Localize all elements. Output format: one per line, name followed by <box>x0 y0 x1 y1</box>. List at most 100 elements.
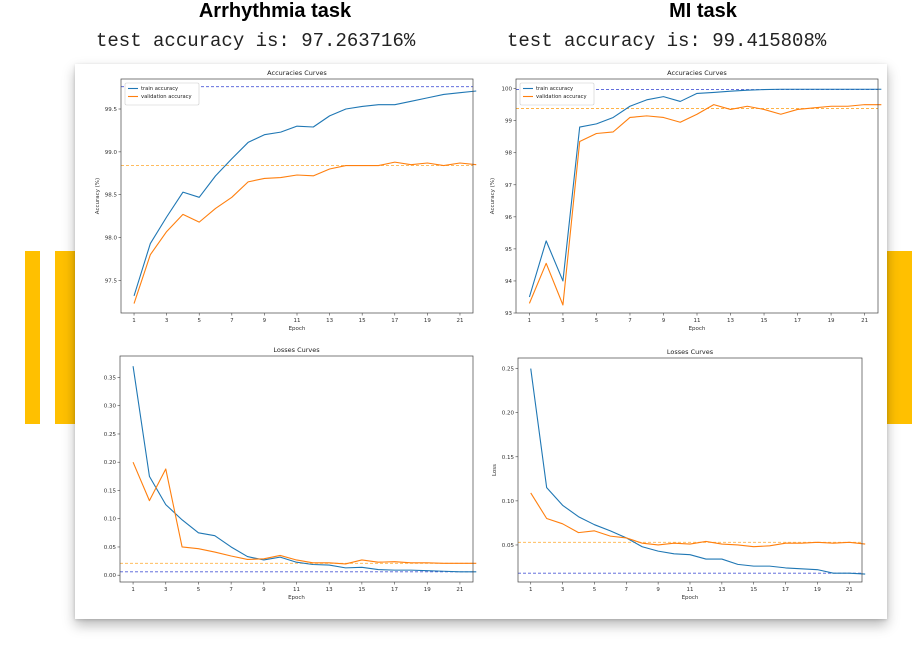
y-tick-label: 0.05 <box>502 543 515 549</box>
mi-accuracy-chart: Accuracies Curves 1 3 5 7 9 11 13 15 17 19 21 93 94 95… <box>485 64 887 340</box>
x-tick-label: 21 <box>861 318 868 324</box>
x-tick-label: 19 <box>424 587 431 593</box>
y-tick-label: 98.0 <box>105 236 118 242</box>
y-tick-label: 93 <box>505 311 512 317</box>
x-tick-label: 5 <box>593 587 597 593</box>
accent-bar-left-outer <box>25 251 40 424</box>
x-tick-label: 15 <box>761 318 768 324</box>
legend-box <box>124 82 200 106</box>
series-line-0 <box>132 366 477 573</box>
x-tick-label: 13 <box>727 318 734 324</box>
x-tick-label: 15 <box>359 318 366 324</box>
x-tick-label: 3 <box>164 587 168 593</box>
axes-frame <box>119 355 474 583</box>
mi-task-title: MI task <box>669 0 737 22</box>
series-line-1 <box>133 161 477 304</box>
x-tick-label: 1 <box>132 318 136 324</box>
y-tick-label: 99.0 <box>105 150 118 156</box>
y-tick-label: 0.10 <box>104 517 117 523</box>
x-tick-label: 7 <box>229 587 233 593</box>
legend-entry: train accuracy <box>141 86 178 92</box>
legend-entry: validation accuracy <box>536 94 587 100</box>
mi-loss-chart: Losses Curves 1 3 5 7 9 11 13 15 17 19 21 0.05 0.10 0.… <box>485 340 887 619</box>
axes-frame <box>517 357 863 583</box>
x-tick-label: 13 <box>326 318 333 324</box>
x-tick-label: 3 <box>165 318 169 324</box>
y-tick-label: 94 <box>505 279 512 285</box>
x-tick-label: 17 <box>782 587 789 593</box>
arrhythmia-accuracy-chart: Accuracies Curves 1 3 5 7 9 11 13 15 17 19 21 97.5 98… <box>75 64 485 340</box>
y-tick-label: 0.20 <box>502 411 515 417</box>
accent-bar-left-inner <box>55 251 75 424</box>
axes-frame <box>120 78 474 314</box>
x-tick-label: 11 <box>293 587 300 593</box>
x-axis-label: Epoch <box>289 326 306 332</box>
x-tick-label: 5 <box>197 587 201 593</box>
y-tick-label: 0.30 <box>104 404 117 410</box>
y-tick-label: 97.5 <box>105 278 118 284</box>
y-tick-label: 95 <box>505 247 512 253</box>
x-tick-label: 15 <box>750 587 757 593</box>
x-tick-label: 9 <box>262 587 266 593</box>
x-tick-label: 7 <box>628 318 632 324</box>
y-tick-label: 96 <box>505 215 512 221</box>
chart-title: Losses Curves <box>667 348 714 356</box>
y-tick-label: 0.35 <box>104 375 117 381</box>
arrhythmia-test-accuracy: test accuracy is: 97.263716% <box>96 30 416 52</box>
x-tick-label: 1 <box>529 587 533 593</box>
y-tick-label: 0.10 <box>502 499 515 505</box>
x-tick-label: 17 <box>391 587 398 593</box>
series-line-1 <box>132 462 477 565</box>
series-line-1 <box>528 104 882 306</box>
x-tick-label: 11 <box>294 318 301 324</box>
series-line-0 <box>133 90 477 297</box>
x-axis-label: Epoch <box>682 595 699 601</box>
arrhythmia-loss-chart: Losses Curves 1 3 5 7 9 11 13 15 17 19 21 0.00 0.05 0.… <box>75 340 485 619</box>
x-axis-label: Epoch <box>689 326 706 332</box>
y-axis-label: Loss <box>492 464 498 476</box>
x-tick-label: 9 <box>656 587 660 593</box>
x-tick-label: 13 <box>326 587 333 593</box>
x-tick-label: 21 <box>846 587 853 593</box>
y-tick-label: 100 <box>502 87 513 93</box>
x-axis-label: Epoch <box>288 595 305 601</box>
x-tick-label: 17 <box>794 318 801 324</box>
x-tick-label: 19 <box>424 318 431 324</box>
chart-title: Accuracies Curves <box>667 69 727 77</box>
arrhythmia-task-title: Arrhythmia task <box>198 0 352 22</box>
x-tick-label: 17 <box>391 318 398 324</box>
y-tick-label: 0.00 <box>104 573 117 579</box>
x-tick-label: 19 <box>828 318 835 324</box>
x-tick-label: 7 <box>625 587 629 593</box>
series-line-0 <box>530 368 866 575</box>
x-tick-label: 11 <box>694 318 701 324</box>
legend-entry: validation accuracy <box>141 94 192 100</box>
y-tick-label: 99.5 <box>105 107 118 113</box>
y-tick-label: 0.05 <box>104 545 117 551</box>
plots-card <box>75 64 887 619</box>
legend-box <box>519 82 595 106</box>
chart-title: Accuracies Curves <box>267 69 327 77</box>
y-tick-label: 97 <box>505 183 512 189</box>
x-tick-label: 11 <box>687 587 694 593</box>
y-axis-label: Accuracy (%) <box>95 178 101 214</box>
accent-bar-right <box>887 251 912 424</box>
x-tick-label: 21 <box>456 587 463 593</box>
x-tick-label: 19 <box>814 587 821 593</box>
x-tick-label: 3 <box>561 587 565 593</box>
x-tick-label: 1 <box>131 587 135 593</box>
chart-title: Losses Curves <box>273 346 320 354</box>
x-tick-label: 5 <box>595 318 599 324</box>
x-tick-label: 9 <box>662 318 666 324</box>
y-tick-label: 0.20 <box>104 460 117 466</box>
legend-entry: train accuracy <box>536 86 573 92</box>
x-tick-label: 5 <box>197 318 201 324</box>
x-tick-label: 9 <box>263 318 267 324</box>
x-tick-label: 7 <box>230 318 234 324</box>
y-tick-label: 98.5 <box>105 193 118 199</box>
y-tick-label: 0.15 <box>104 488 117 494</box>
